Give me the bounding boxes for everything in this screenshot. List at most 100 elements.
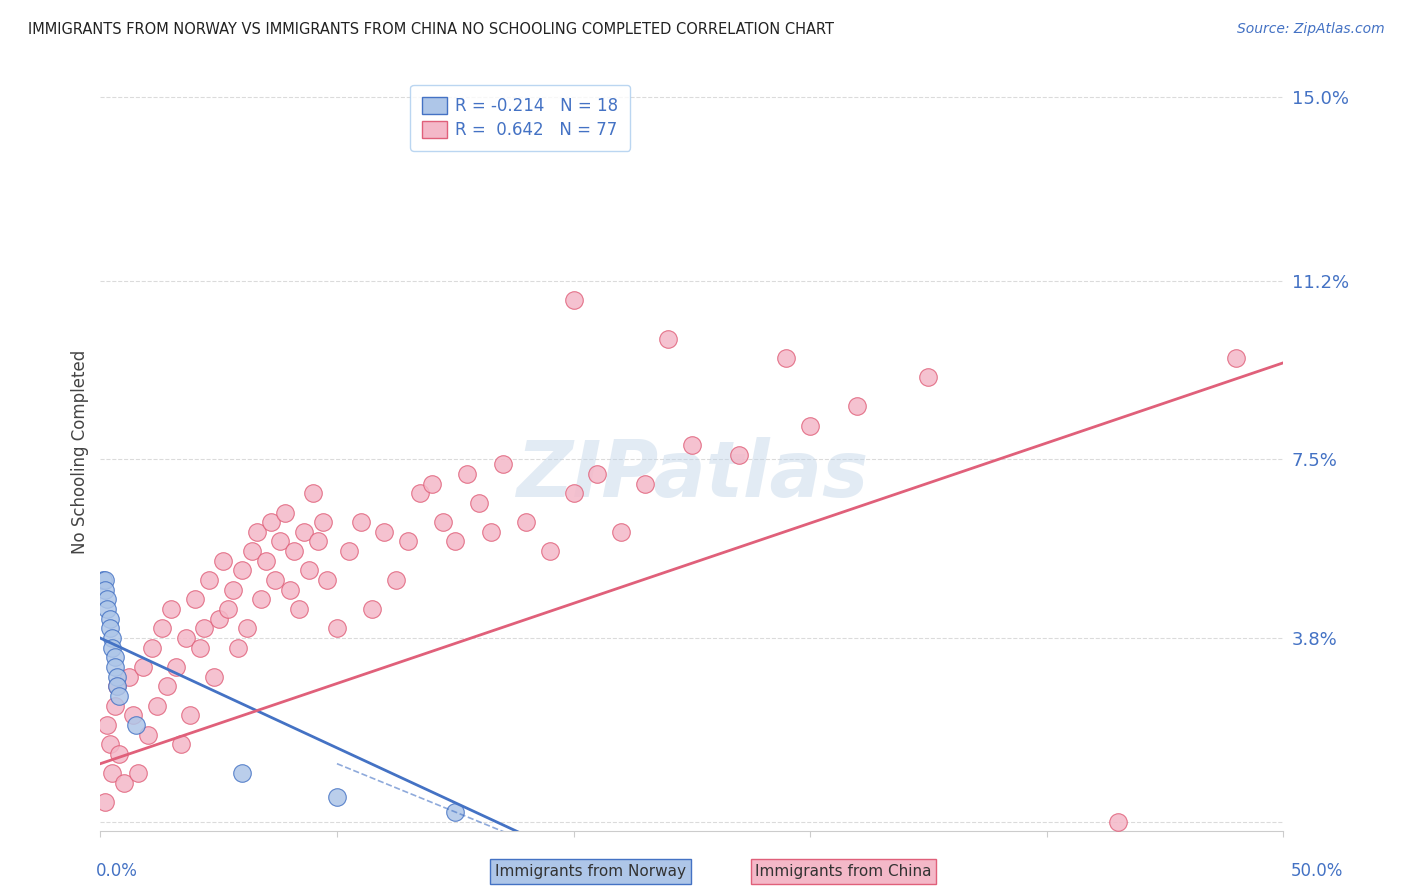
Point (586, 467, 609, 481)
Point (479, 524, 502, 539)
Point (302, 486, 325, 500)
Point (250, 592, 273, 607)
Text: Source: ZipAtlas.com: Source: ZipAtlas.com (1237, 22, 1385, 37)
Point (264, 573, 287, 587)
Y-axis label: No Schooling Completed: No Schooling Completed (72, 350, 89, 554)
Point (226, 640, 249, 655)
Point (127, 766, 149, 780)
Point (657, 332, 679, 346)
Text: 50.0%: 50.0% (1291, 862, 1343, 880)
Point (538, 544, 561, 558)
Point (146, 698, 169, 713)
Point (274, 506, 297, 520)
Point (917, 370, 939, 384)
Point (278, 582, 301, 597)
Point (155, 680, 177, 694)
Point (105, 680, 128, 694)
Point (96, 592, 118, 607)
Point (94, 573, 117, 587)
Point (349, 515, 371, 529)
Point (409, 486, 432, 500)
Text: Immigrants from Norway: Immigrants from Norway (495, 864, 686, 879)
Point (217, 602, 239, 616)
Point (98, 622, 121, 636)
Point (312, 515, 335, 529)
Point (307, 534, 329, 549)
Point (562, 293, 585, 307)
Point (420, 476, 443, 491)
Point (288, 602, 311, 616)
Point (681, 438, 703, 452)
Text: ZIPatlas: ZIPatlas (516, 437, 868, 513)
Point (108, 747, 131, 761)
Point (193, 622, 215, 636)
Point (105, 670, 128, 684)
Point (292, 524, 315, 539)
Point (125, 718, 148, 732)
Point (373, 524, 395, 539)
Point (846, 399, 869, 413)
Point (103, 650, 125, 665)
Point (515, 515, 537, 529)
Point (103, 660, 125, 674)
Point (269, 534, 291, 549)
Point (94, 582, 117, 597)
Point (610, 524, 633, 539)
Point (1107, 814, 1129, 829)
Point (236, 622, 259, 636)
Point (136, 728, 159, 742)
Point (799, 418, 821, 433)
Point (170, 737, 193, 751)
Point (98, 612, 121, 626)
Point (775, 351, 797, 365)
Point (254, 554, 277, 568)
Point (165, 660, 187, 674)
Point (132, 660, 155, 674)
Point (326, 622, 349, 636)
Point (101, 631, 124, 645)
Point (101, 766, 124, 780)
Point (105, 680, 128, 694)
Point (198, 573, 221, 587)
Point (96, 718, 118, 732)
Point (122, 708, 145, 723)
Point (118, 670, 141, 684)
Point (728, 448, 751, 462)
Point (208, 612, 231, 626)
Point (222, 582, 245, 597)
Point (297, 564, 319, 578)
Point (231, 766, 253, 780)
Text: IMMIGRANTS FROM NORWAY VS IMMIGRANTS FROM CHINA NO SCHOOLING COMPLETED CORRELATI: IMMIGRANTS FROM NORWAY VS IMMIGRANTS FRO… (28, 22, 834, 37)
Point (231, 564, 253, 578)
Point (283, 544, 305, 558)
Point (174, 631, 197, 645)
Point (96, 602, 118, 616)
Point (91, 573, 114, 587)
Point (396, 534, 419, 549)
Text: Immigrants from China: Immigrants from China (755, 864, 932, 879)
Point (432, 515, 454, 529)
Point (150, 622, 173, 636)
Text: 0.0%: 0.0% (96, 862, 138, 880)
Point (184, 592, 207, 607)
Point (260, 515, 283, 529)
Point (633, 476, 655, 491)
Point (385, 573, 408, 587)
Point (444, 805, 467, 819)
Point (337, 544, 360, 558)
Point (456, 467, 478, 481)
Point (103, 698, 125, 713)
Point (491, 457, 513, 471)
Point (361, 602, 384, 616)
Point (316, 573, 339, 587)
Point (141, 640, 163, 655)
Point (112, 776, 135, 790)
Point (94, 795, 117, 809)
Point (444, 534, 467, 549)
Point (468, 496, 491, 510)
Point (98, 737, 121, 751)
Point (160, 602, 183, 616)
Point (188, 640, 211, 655)
Point (108, 689, 131, 703)
Point (101, 640, 124, 655)
